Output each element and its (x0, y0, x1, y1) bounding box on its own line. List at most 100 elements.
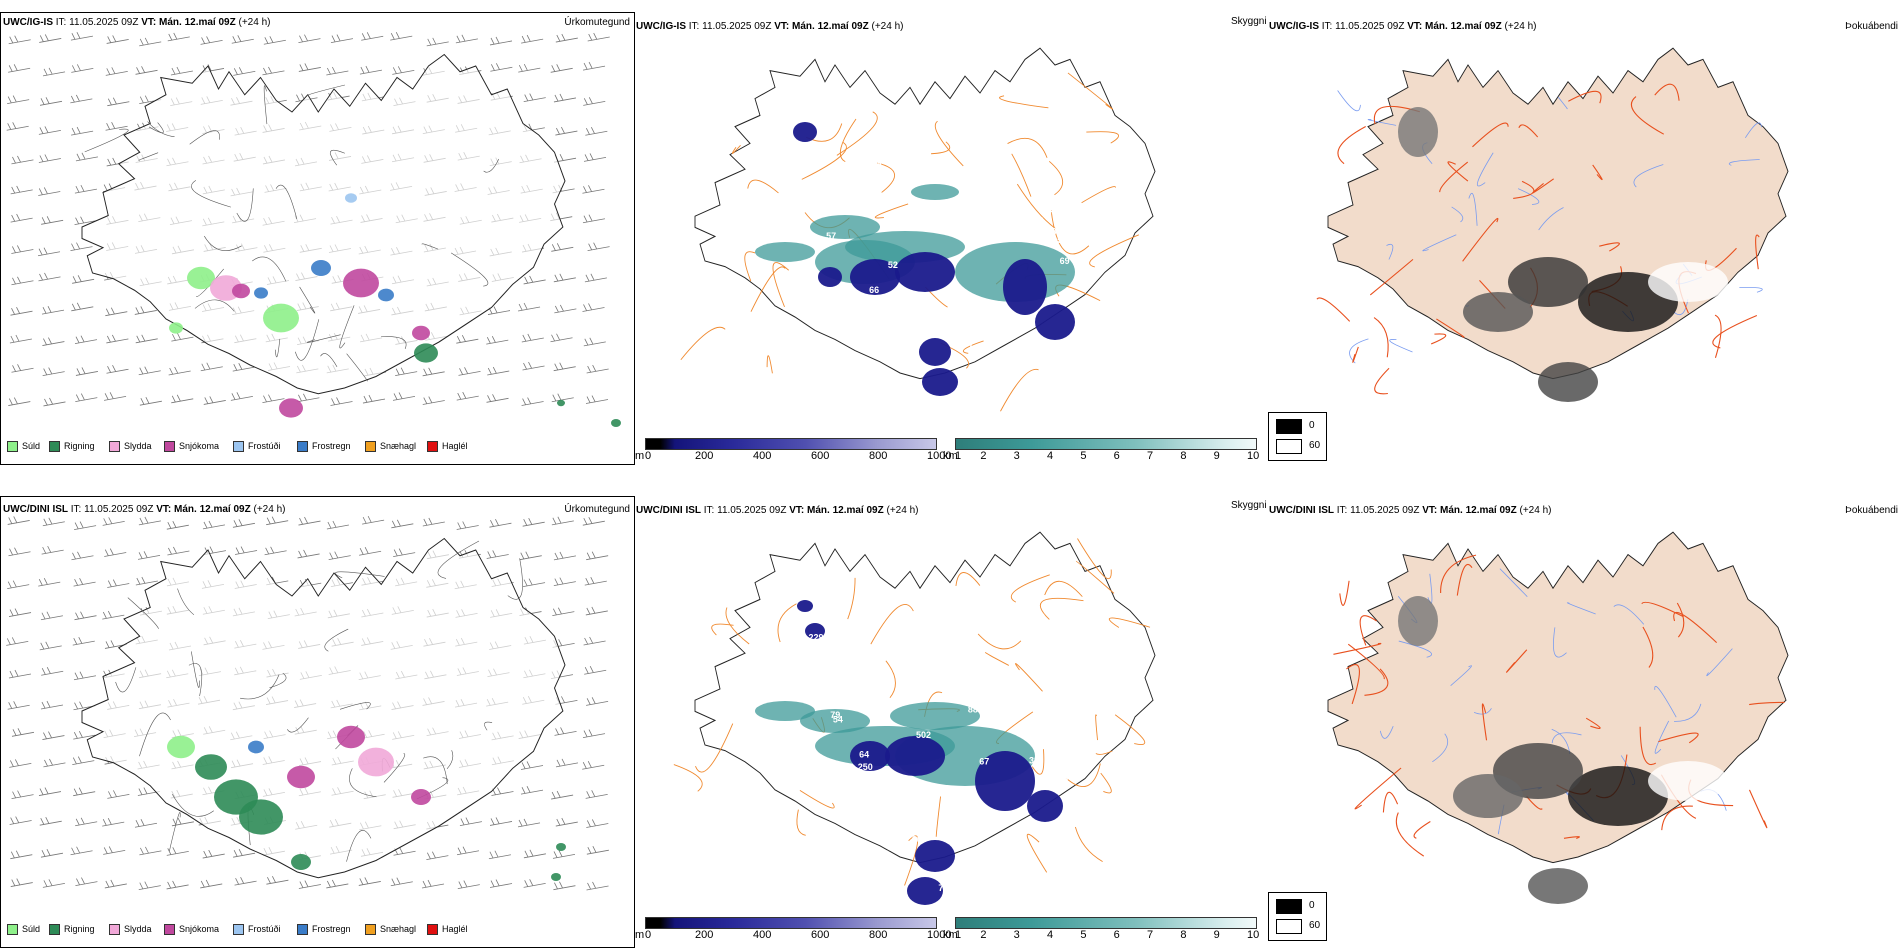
wind-barb (138, 366, 161, 376)
wind-barb (233, 849, 256, 858)
wind-barb (40, 848, 64, 858)
wind-barb (555, 817, 578, 827)
wind-barb (522, 361, 545, 371)
colorbar-tick: 600 (811, 450, 830, 462)
precip-legend-item: Frostúði (233, 441, 281, 453)
road (320, 353, 338, 367)
river (1553, 627, 1567, 658)
wind-barb (523, 879, 546, 888)
lead-time: (+24 h) (1519, 505, 1552, 516)
wind-barb (105, 307, 128, 317)
wind-barb (517, 818, 541, 828)
river (1473, 708, 1492, 715)
colorbar-gradient (645, 917, 937, 929)
cloud-base-value: 55 (960, 210, 970, 220)
wind-barb (7, 580, 30, 590)
wind-barb (582, 303, 605, 312)
wind-barb (9, 816, 32, 825)
wind-barb (297, 393, 320, 403)
road (870, 604, 914, 645)
road (1568, 90, 1602, 104)
lead-time: (+24 h) (886, 505, 919, 516)
cloud-base-value: 69 (814, 757, 824, 767)
road (1654, 83, 1680, 101)
cloud-base-value: 82 (1046, 711, 1056, 721)
colorbar-tick: 4 (1047, 929, 1054, 941)
legend-swatch (233, 924, 244, 936)
precip-area (311, 260, 331, 276)
wind-barb (200, 362, 223, 372)
wind-barb (42, 337, 65, 346)
road (1316, 297, 1351, 322)
road (1639, 726, 1657, 766)
precip-legend-item: Haglél (427, 924, 468, 936)
cloud-base-value: 84 (1059, 760, 1069, 770)
wind-barb (39, 97, 63, 106)
iceland-coastline (694, 47, 1156, 380)
wind-barb (585, 395, 609, 404)
precip-area (239, 799, 283, 835)
wind-barb (554, 304, 577, 314)
wind-barb (586, 881, 609, 891)
road (274, 338, 281, 358)
colorbar-tick: 4 (1047, 450, 1054, 462)
road (1755, 234, 1760, 270)
fog-area (1453, 774, 1523, 818)
wind-barb (392, 392, 416, 401)
road (1661, 805, 1693, 831)
precip-area (412, 325, 430, 341)
cloud-base-value: 67 (979, 757, 989, 767)
wind-barb (262, 394, 285, 404)
wind-barb (553, 577, 576, 587)
wind-barb (11, 790, 34, 800)
wind-barb (6, 122, 29, 131)
wind-barb (75, 367, 98, 376)
wind-barb (489, 36, 513, 46)
precip-area (187, 266, 215, 290)
wind-barb (551, 790, 574, 800)
road (1714, 314, 1722, 358)
wind-barb (38, 787, 62, 796)
vt-value: Mán. 12.maí 09Z (174, 504, 251, 515)
wind-barb (6, 637, 29, 646)
road (1095, 750, 1113, 755)
river (1728, 159, 1760, 166)
colorbar-tick: 3 (1013, 450, 1020, 462)
wind-barb (106, 365, 129, 374)
wind-barb (390, 31, 413, 41)
cloud-base-value: 52 (888, 260, 898, 270)
iceland-coastline (81, 537, 566, 879)
wind-barb (38, 187, 61, 196)
precip-legend: Súld Rigning Slydda Snjókoma Frostúði Frostre… (7, 441, 627, 457)
fog-area (1398, 107, 1438, 157)
wind-barb (171, 817, 195, 827)
wind-barb (422, 517, 445, 527)
wind-barb (9, 759, 32, 768)
wind-barb (39, 641, 62, 651)
legend-swatch (427, 441, 438, 453)
wind-barb (458, 367, 481, 376)
precip-legend-item: Súld (7, 924, 40, 936)
vt-value: Mán. 12.maí 09Z (1425, 21, 1502, 32)
wind-barb (171, 394, 194, 404)
wind-barb (8, 669, 32, 679)
cloud-base-map: 87 250 38 292 69 64 79 99 75 82 60 229 56 56 54 88 148 50… (673, 531, 1156, 905)
wind-barb (586, 697, 609, 706)
cloud-base-value: 59 (875, 601, 885, 611)
cloud-base-value: 54 (833, 715, 843, 725)
wind-barb (104, 548, 127, 557)
wind-barb (41, 667, 64, 676)
cloud-base-value: 86 (782, 656, 792, 666)
wind-barb (297, 549, 320, 559)
road (381, 336, 407, 350)
it-label: IT: (688, 21, 700, 32)
legend-swatch (164, 441, 175, 453)
river (1427, 573, 1433, 604)
road (695, 723, 734, 773)
river (1654, 685, 1677, 718)
cloud-area-teal (911, 184, 959, 200)
wind-barb (583, 337, 606, 347)
precip-legend-item: Frostregn (297, 441, 351, 453)
it-value: 11.05.2025 09Z (69, 17, 139, 28)
wind-barb (71, 302, 94, 312)
